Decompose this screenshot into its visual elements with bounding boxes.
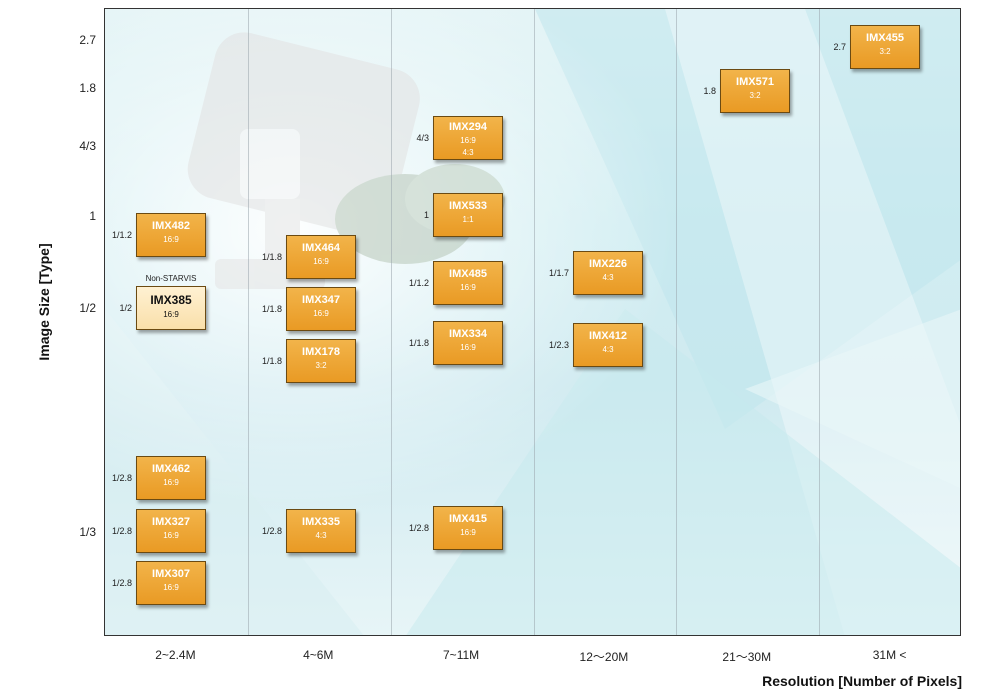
sensor-box-imx294: IMX294 16:9 4:3 (433, 116, 503, 160)
sensor-name: IMX485 (449, 268, 487, 280)
sensor-aspect-ratio: 1:1 (462, 215, 474, 224)
sensor-note: Non-STARVIS (145, 274, 197, 283)
sensor-box-imx327: IMX327 16:9 (136, 509, 206, 553)
sensor-name: IMX347 (302, 294, 340, 306)
sensor-aspect-ratio: 16:9 (163, 583, 179, 592)
gridline (676, 9, 678, 635)
sensor-size-label: 1/2 (119, 303, 132, 313)
sensor-aspect-ratio: 4:3 (602, 273, 614, 282)
sensor-size-label: 1/2.8 (408, 523, 429, 533)
sensor-name: IMX464 (302, 242, 340, 254)
sensor-name: IMX412 (589, 330, 627, 342)
gridline (819, 9, 821, 635)
sensor-size-label: 1/2.8 (111, 578, 132, 588)
sensor-size-label: 4/3 (416, 133, 429, 143)
x-axis-label: Resolution [Number of Pixels] (762, 673, 962, 689)
sensor-size-label: 1.8 (703, 86, 716, 96)
sensor-name: IMX385 (150, 293, 192, 307)
sensor-aspect-ratio: 16:9 (460, 528, 476, 537)
x-tick-label: 12〜20M (579, 650, 629, 664)
sensor-box-imx307: IMX307 16:9 (136, 561, 206, 605)
sensor-size-label: 2.7 (833, 42, 846, 52)
x-tick-label: 7~11M (443, 648, 480, 662)
sensor-aspect-ratio: 16:9 (313, 257, 329, 266)
x-tick-label: 21〜30M (722, 650, 772, 664)
sensor-aspect-ratio: 16:9 (460, 343, 476, 352)
sensor-name: IMX327 (152, 516, 190, 528)
sensor-box-imx226: IMX226 4:3 (573, 251, 643, 295)
sensor-size-label: 1/1.7 (548, 268, 569, 278)
sensor-aspect-ratio: 16:9 (163, 235, 179, 244)
sensor-name: IMX455 (866, 32, 904, 44)
sensor-box-imx533: IMX533 1:1 (433, 193, 503, 237)
sensor-size-label: 1/2.3 (548, 340, 569, 350)
sensor-box-imx412: IMX412 4:3 (573, 323, 643, 367)
sensor-aspect-ratio: 3:2 (315, 361, 327, 370)
sensor-aspect-ratio: 3:2 (749, 91, 761, 100)
gridline (533, 9, 535, 635)
sensor-size-label: 1/1.8 (261, 252, 282, 262)
sensor-name: IMX226 (589, 258, 627, 270)
sensor-name: IMX294 (449, 121, 487, 133)
sensor-size-label: 1/2.8 (111, 473, 132, 483)
y-tick-label: 1/3 (79, 525, 96, 539)
plot-area (104, 8, 961, 636)
sensor-aspect-ratio: 16:9 (163, 531, 179, 540)
sensor-name: IMX571 (736, 76, 774, 88)
sensor-name: IMX334 (449, 328, 487, 340)
sensor-box-imx178: IMX178 3:2 (286, 339, 356, 383)
sensor-name: IMX533 (449, 200, 487, 212)
sensor-box-imx335: IMX335 4:3 (286, 509, 356, 553)
sensor-box-imx462: IMX462 16:9 (136, 456, 206, 500)
sensor-name: IMX482 (152, 220, 190, 232)
sensor-box-imx482: IMX482 16:9 (136, 213, 206, 257)
sensor-box-imx415: IMX415 16:9 (433, 506, 503, 550)
sensor-aspect-ratio: 3:2 (879, 47, 891, 56)
sensor-box-imx455: IMX455 3:2 (850, 25, 920, 69)
sensor-aspect-ratio: 16:9 (163, 310, 179, 319)
sensor-aspect-ratio: 16:9 (460, 136, 476, 145)
y-tick-label: 1/2 (79, 301, 96, 315)
sensor-name: IMX307 (152, 568, 190, 580)
x-tick-label: 31M < (872, 648, 907, 662)
y-axis-label: Image Size [Type] (36, 243, 52, 361)
sensor-name: IMX335 (302, 516, 340, 528)
sensor-box-imx385: IMX385 16:9 (136, 286, 206, 330)
sensor-box-imx334: IMX334 16:9 (433, 321, 503, 365)
sensor-aspect-ratio: 4:3 (462, 148, 474, 157)
sensor-aspect-ratio: 4:3 (602, 345, 614, 354)
sensor-box-imx464: IMX464 16:9 (286, 235, 356, 279)
sensor-box-imx485: IMX485 16:9 (433, 261, 503, 305)
sensor-name: IMX415 (449, 513, 487, 525)
sensor-box-imx571: IMX571 3:2 (720, 69, 790, 113)
background-decoration (105, 9, 960, 635)
sensor-size-label: 1/1.2 (408, 278, 429, 288)
x-tick-label: 4~6M (303, 648, 334, 662)
sensor-box-imx347: IMX347 16:9 (286, 287, 356, 331)
gridline (390, 9, 392, 635)
sensor-size-label: 1/2.8 (261, 526, 282, 536)
sensor-name: IMX178 (302, 346, 340, 358)
y-tick-label: 4/3 (79, 139, 96, 153)
x-tick-label: 2~2.4M (155, 648, 196, 662)
sensor-name: IMX462 (152, 463, 190, 475)
gridline (247, 9, 249, 635)
sensor-size-label: 1/1.8 (408, 338, 429, 348)
sensor-size-label: 1/1.8 (261, 304, 282, 314)
y-tick-label: 1 (89, 209, 96, 223)
sensor-aspect-ratio: 16:9 (163, 478, 179, 487)
sensor-aspect-ratio: 16:9 (460, 283, 476, 292)
sensor-size-label: 1 (423, 210, 429, 220)
sensor-size-label: 1/1.2 (111, 230, 132, 240)
sensor-aspect-ratio: 4:3 (315, 531, 327, 540)
sensor-size-label: 1/1.8 (261, 356, 282, 366)
y-tick-label: 1.8 (79, 81, 96, 95)
y-tick-label: 2.7 (79, 33, 96, 47)
sensor-aspect-ratio: 16:9 (313, 309, 329, 318)
sensor-size-label: 1/2.8 (111, 526, 132, 536)
